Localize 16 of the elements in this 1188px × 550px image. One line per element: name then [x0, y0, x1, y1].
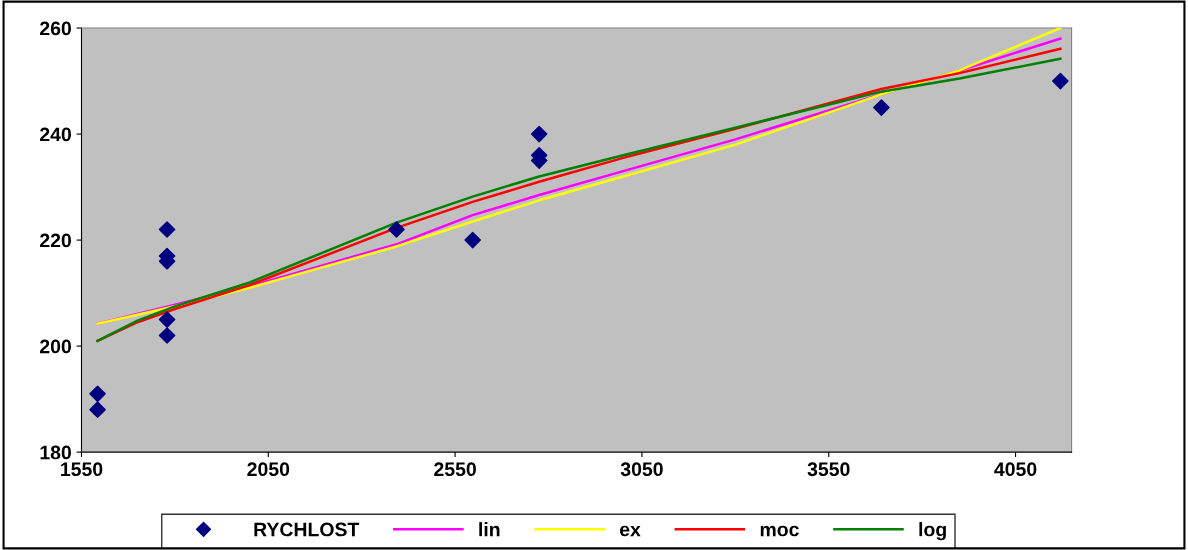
- legend-label: moc: [760, 525, 799, 537]
- y-tick-label: 240: [40, 127, 71, 142]
- y-tick-label: 260: [40, 21, 71, 36]
- legend-label: ex: [619, 525, 641, 537]
- legend-label: lin: [479, 522, 500, 537]
- x-tick-label: 3050: [620, 462, 663, 477]
- legend-label: log: [919, 522, 946, 541]
- x-tick-label: 2550: [434, 462, 476, 477]
- x-tick-label: 1550: [61, 462, 103, 477]
- x-tick-label: 3550: [807, 462, 850, 477]
- y-tick-label: 200: [40, 339, 71, 354]
- legend-label: RYCHLOST: [254, 522, 360, 537]
- y-tick-label: 180: [40, 445, 71, 460]
- y-tick-label: 220: [40, 233, 71, 248]
- x-tick-label: 2050: [247, 462, 290, 477]
- x-tick-label: 4050: [994, 462, 1037, 477]
